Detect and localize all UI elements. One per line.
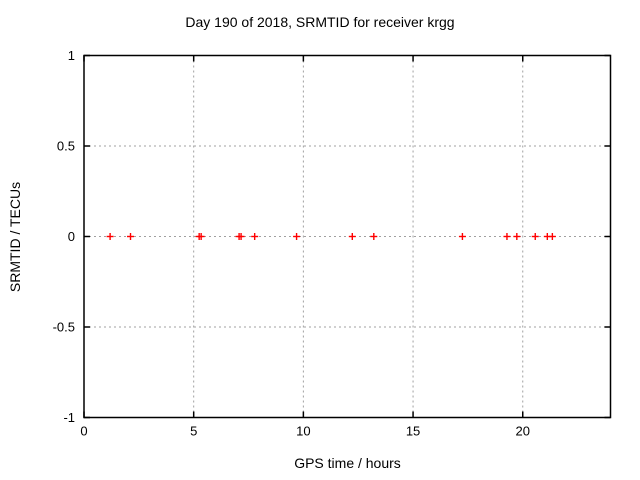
data-point — [197, 233, 205, 240]
y-tick-label: -1 — [63, 410, 75, 425]
data-point — [106, 233, 114, 240]
plot-border — [83, 54, 612, 419]
data-point — [503, 233, 511, 240]
x-tick-label: 10 — [296, 424, 310, 439]
axis-ticks — [83, 54, 611, 419]
data-point — [548, 233, 556, 240]
x-tick-label: 5 — [190, 424, 197, 439]
x-tick-label: 0 — [80, 424, 87, 439]
y-tick-label: 0 — [68, 229, 75, 244]
data-point — [531, 233, 539, 240]
data-point — [348, 233, 356, 240]
data-point — [458, 233, 466, 240]
y-tick-label: 1 — [68, 48, 75, 63]
data-point — [293, 233, 301, 240]
tick-labels: 0 5 10 15 20 -1 -0.5 0 0.5 1 — [53, 48, 530, 439]
data-point — [237, 233, 245, 240]
data-series — [106, 233, 556, 240]
x-tick-label: 15 — [406, 424, 420, 439]
x-tick-label: 20 — [516, 424, 530, 439]
y-tick-label: 0.5 — [57, 139, 75, 154]
y-tick-label: -0.5 — [53, 320, 75, 335]
chart-title: Day 190 of 2018, SRMTID for receiver krg… — [185, 14, 455, 30]
data-point — [370, 233, 378, 240]
x-axis-label: GPS time / hours — [294, 455, 401, 471]
data-point — [127, 233, 135, 240]
grid — [84, 55, 611, 418]
data-point — [513, 233, 521, 240]
data-point — [251, 233, 259, 240]
